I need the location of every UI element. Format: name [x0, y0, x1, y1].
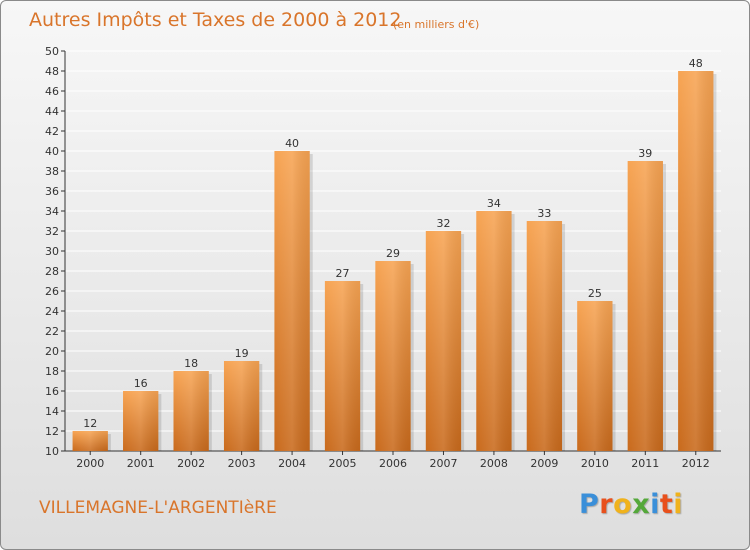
y-tick-label: 40: [45, 145, 59, 158]
bar-shine: [223, 361, 260, 451]
y-tick-label: 44: [45, 105, 59, 118]
value-label: 32: [436, 217, 450, 230]
x-tick-label: 2010: [581, 457, 609, 470]
value-label: 27: [336, 267, 350, 280]
chart-title: Autres Impôts et Taxes de 2000 à 2012: [29, 9, 402, 31]
bar-shine: [173, 371, 209, 451]
bar-shine: [526, 221, 563, 451]
y-tick-label: 30: [45, 245, 59, 258]
x-tick-labels: 2000 2001 2002 2003 2004 2005 2006 2007 2008 2009…: [76, 457, 710, 470]
y-tick-label: 26: [45, 285, 59, 298]
bar-shine: [627, 161, 663, 451]
logo-letter: o: [613, 489, 633, 520]
y-tick-labels: 10 12 14 16 18 20 22 24 26 28 30 32 34 36 38 40 42 44 46 48…: [45, 45, 59, 458]
value-label: 16: [134, 377, 148, 390]
logo-letter: P: [579, 489, 600, 520]
proxiti-logo: Proxiti: [579, 489, 683, 520]
x-tick-label: 2003: [228, 457, 256, 470]
y-tick-label: 42: [45, 125, 59, 138]
value-label: 29: [386, 247, 400, 260]
value-label: 33: [537, 207, 551, 220]
x-tick-label: 2004: [278, 457, 306, 470]
x-tick-label: 2007: [429, 457, 457, 470]
y-tick-label: 22: [45, 325, 59, 338]
y-tick-label: 48: [45, 65, 59, 78]
x-tick-label: 2009: [530, 457, 558, 470]
y-tick-label: 10: [45, 445, 59, 458]
x-tick-label: 2012: [682, 457, 710, 470]
bar-shine: [577, 301, 613, 451]
bar-shine: [476, 211, 512, 451]
logo-letter: t: [659, 489, 674, 520]
y-tick-label: 36: [45, 185, 59, 198]
x-tick-label: 2008: [480, 457, 508, 470]
logo-letter: i: [673, 489, 684, 520]
y-tick-label: 50: [45, 45, 59, 58]
bar-shine: [324, 281, 361, 451]
y-tick-label: 46: [45, 85, 59, 98]
bar-shine: [425, 231, 462, 451]
x-tick-label: 2001: [127, 457, 155, 470]
value-label: 19: [235, 347, 249, 360]
value-label: 25: [588, 287, 602, 300]
y-tick-label: 32: [45, 225, 59, 238]
bar-shine: [123, 391, 159, 451]
y-tick-label: 34: [45, 205, 59, 218]
value-label: 12: [83, 417, 97, 430]
y-tick-label: 20: [45, 345, 59, 358]
bar-shine: [375, 261, 411, 451]
bar-shine: [72, 431, 108, 451]
y-tick-label: 14: [45, 405, 59, 418]
y-tick-label: 28: [45, 265, 59, 278]
bar-shine: [274, 151, 310, 451]
bar-shine: [678, 71, 714, 451]
x-tick-label: 2006: [379, 457, 407, 470]
value-label: 48: [689, 57, 703, 70]
value-label: 34: [487, 197, 501, 210]
x-tick-label: 2011: [631, 457, 659, 470]
commune-name: VILLEMAGNE-L'ARGENTIèRE: [39, 498, 277, 518]
y-tick-label: 24: [45, 305, 59, 318]
chart-subtitle: (en milliers d'€): [393, 18, 480, 31]
y-tick-label: 12: [45, 425, 59, 438]
x-tick-label: 2002: [177, 457, 205, 470]
logo-letter: r: [599, 489, 614, 520]
x-tick-label: 2000: [76, 457, 104, 470]
value-label: 18: [184, 357, 198, 370]
bars: [72, 71, 717, 451]
logo-letter: i: [650, 489, 660, 520]
value-labels: 12 16 18 19 40 27 29 32 34 33 25 39 48: [83, 57, 703, 430]
y-tick-label: 18: [45, 365, 59, 378]
value-label: 39: [638, 147, 652, 160]
logo-letter: x: [632, 489, 651, 520]
y-tick-label: 38: [45, 165, 59, 178]
value-label: 40: [285, 137, 299, 150]
x-tick-label: 2005: [329, 457, 357, 470]
y-tick-label: 16: [45, 385, 59, 398]
